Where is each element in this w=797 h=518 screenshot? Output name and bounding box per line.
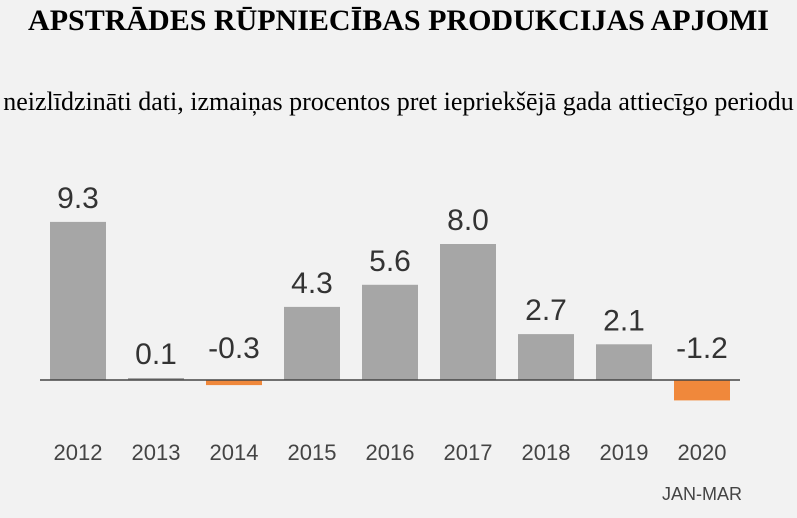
value-label-2014: -0.3 <box>208 332 260 365</box>
x-tick-2019: 2019 <box>600 440 649 465</box>
x-tick-2020: 2020 <box>678 440 727 465</box>
x-tick-2013: 2013 <box>132 440 181 465</box>
chart-title: APSTRĀDES RŪPNIECĪBAS PRODUKCIJAS APJOMI <box>28 4 769 37</box>
x-tick-2014: 2014 <box>210 440 259 465</box>
bar-2018 <box>518 334 574 380</box>
value-label-2013: 0.1 <box>135 338 177 371</box>
value-label-2017: 8.0 <box>447 204 489 237</box>
bar-2016 <box>362 284 418 380</box>
x-tick-2015: 2015 <box>288 440 337 465</box>
bar-2014 <box>206 380 262 386</box>
bar-2019 <box>596 344 652 380</box>
x-tick-2017: 2017 <box>444 440 493 465</box>
bar-2013 <box>128 378 184 380</box>
x-tick-sublabel-2020: JAN-MAR <box>662 484 742 504</box>
bar-2012 <box>50 221 106 380</box>
value-label-2020: -1.2 <box>676 332 728 365</box>
x-tick-2012: 2012 <box>54 440 103 465</box>
x-tick-2016: 2016 <box>366 440 415 465</box>
value-label-2019: 2.1 <box>603 304 645 337</box>
value-label-2018: 2.7 <box>525 294 567 327</box>
value-label-2016: 5.6 <box>369 245 411 278</box>
chart-subtitle: neizlīdzināti dati, izmaiņas procentos p… <box>3 87 794 116</box>
bar-2020 <box>674 380 730 401</box>
value-label-2012: 9.3 <box>57 182 99 215</box>
x-tick-2018: 2018 <box>522 440 571 465</box>
bar-2015 <box>284 306 340 380</box>
value-label-2015: 4.3 <box>291 267 333 300</box>
bar-2017 <box>440 244 496 380</box>
